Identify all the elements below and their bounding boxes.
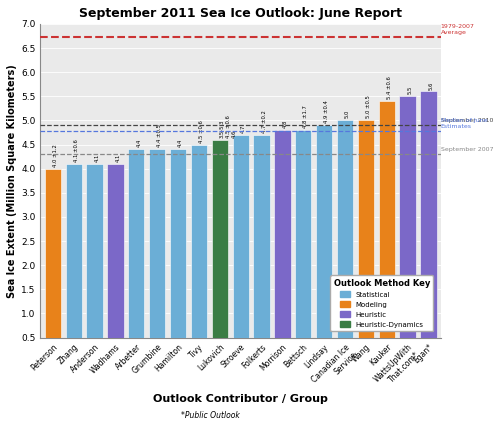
Title: September 2011 Sea Ice Outlook: June Report: September 2011 Sea Ice Outlook: June Rep…: [79, 7, 402, 20]
Text: 4.1: 4.1: [116, 153, 120, 162]
Bar: [232, 135, 249, 362]
Bar: [170, 149, 186, 362]
Legend: Statistical, Modeling, Heuristic, Heuristic-Dynamics: Statistical, Modeling, Heuristic, Heuris…: [330, 275, 434, 331]
Text: 5.5: 5.5: [408, 86, 412, 95]
Bar: [316, 125, 332, 362]
Text: 4.7: 4.7: [240, 125, 246, 133]
Bar: [44, 169, 61, 362]
Bar: [337, 120, 353, 362]
Text: *Public Outlook: *Public Outlook: [180, 411, 240, 420]
Text: 5.6: 5.6: [428, 81, 434, 89]
Text: September 2007: September 2007: [440, 147, 493, 152]
Bar: [274, 130, 290, 362]
Text: 4.7 ±0.2: 4.7 ±0.2: [262, 110, 266, 133]
Bar: [212, 140, 228, 362]
Text: 4.4: 4.4: [136, 139, 141, 148]
Bar: [400, 96, 415, 362]
Text: 5.4 ±0.6: 5.4 ±0.6: [386, 76, 392, 99]
Text: 5.0 ±0.5: 5.0 ±0.5: [366, 96, 371, 118]
Text: 4.4: 4.4: [178, 139, 183, 148]
Text: September 2010: September 2010: [440, 118, 493, 123]
Bar: [149, 149, 166, 362]
Bar: [86, 164, 102, 362]
Bar: [420, 92, 436, 362]
Bar: [108, 164, 124, 362]
Text: 4.1: 4.1: [94, 153, 100, 162]
Text: 4.4 ±0.5: 4.4 ±0.5: [157, 125, 162, 148]
Text: 4.8 ±1.7: 4.8 ±1.7: [303, 105, 308, 128]
Bar: [378, 101, 395, 362]
Bar: [66, 164, 82, 362]
Text: 4.5 ±0.6: 4.5 ±0.6: [199, 120, 204, 142]
Text: 4.8: 4.8: [282, 120, 288, 128]
Y-axis label: Sea Ice Extent (Million Square Kilometers): Sea Ice Extent (Million Square Kilometer…: [7, 64, 17, 298]
Text: 3.5-5.3
4.5 ±0.6
4.6: 3.5-5.3 4.5 ±0.6 4.6: [220, 115, 236, 138]
Bar: [128, 149, 144, 362]
Bar: [254, 135, 270, 362]
Text: Median of June
Estimates: Median of June Estimates: [440, 118, 487, 128]
Bar: [295, 130, 312, 362]
Text: 1979-2007
Average: 1979-2007 Average: [440, 24, 474, 35]
Text: 5.0: 5.0: [345, 110, 350, 118]
Bar: [191, 145, 207, 362]
Bar: [358, 120, 374, 362]
Text: 4.1 ±0.6: 4.1 ±0.6: [74, 139, 78, 162]
Text: 4.9 ±0.4: 4.9 ±0.4: [324, 100, 329, 123]
Text: 4.0 ±1.2: 4.0 ±1.2: [53, 144, 58, 167]
X-axis label: Outlook Contributor / Group: Outlook Contributor / Group: [153, 394, 328, 404]
